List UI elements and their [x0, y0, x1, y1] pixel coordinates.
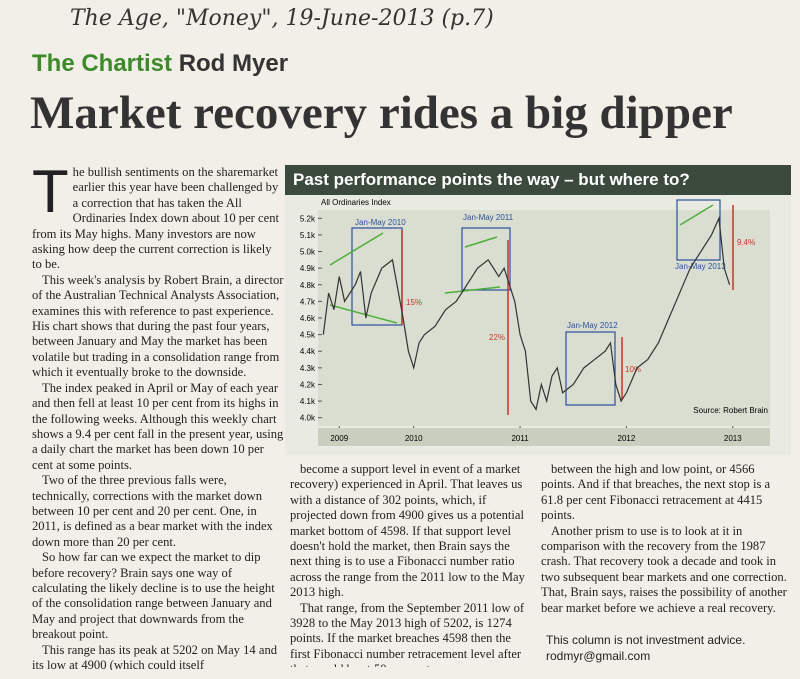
kicker: The Chartist Rod Myer [32, 50, 288, 78]
x-tick-label: 2009 [330, 434, 348, 443]
disclaimer: This column is not investment advice. [546, 633, 746, 647]
annotation: Jan-May 2010 [355, 218, 406, 227]
trend-line [329, 232, 384, 266]
trend-line [464, 236, 498, 248]
annotation: 22% [489, 333, 505, 342]
y-tick-label: 4.1k [300, 397, 316, 406]
paragraph: This week's analysis by Robert Brain, a … [32, 272, 284, 380]
y-tick-label: 4.5k [300, 331, 316, 340]
headline: Market recovery rides a big dipper [30, 87, 733, 139]
section: The Chartist [32, 50, 173, 77]
paragraph: So how far can we expect the market to d… [32, 550, 275, 642]
x-tick-label: 2011 [511, 434, 529, 443]
annotation: Jan-May 2012 [567, 321, 618, 330]
chart-title-bar [285, 165, 791, 195]
x-tick-label: 2010 [405, 434, 423, 443]
annotation: Jan-May 2011 [463, 213, 514, 222]
column: become a support level in event of a mar… [290, 462, 530, 667]
footer: This column is not investment advice. ro… [546, 632, 745, 664]
annotation: 9.4% [737, 238, 755, 247]
trend-line [444, 286, 501, 294]
range-box [461, 227, 511, 291]
y-tick-label: 4.4k [300, 347, 316, 356]
annotation: Jan-May 2013 [675, 262, 726, 271]
y-tick-label: 4.0k [300, 414, 316, 423]
y-axis-label: All Ordinaries Index [321, 198, 391, 207]
y-tick-label: 5.2k [300, 214, 316, 223]
annotation: 15% [406, 298, 422, 307]
chart: Past performance points the way – but wh… [285, 165, 791, 455]
column: The bullish sentiments on the sharemarke… [32, 165, 284, 670]
y-tick-label: 4.2k [300, 380, 316, 389]
trend-line [679, 204, 714, 226]
column: between the high and low point, or 4566 … [541, 462, 791, 627]
author: Rod Myer [178, 50, 289, 77]
paragraph: become a support level in event of a mar… [290, 462, 525, 600]
handwritten-note: The Age, "Money", 19-June-2013 (p.7) [70, 6, 494, 31]
paragraph: That range, from the September 2011 low … [290, 600, 525, 667]
y-tick-label: 4.3k [300, 364, 316, 373]
x-tick-label: 2012 [618, 434, 636, 443]
x-axis-strip [318, 428, 770, 446]
x-tick-label: 2013 [724, 434, 742, 443]
source: Source: Robert Brain [693, 406, 768, 415]
paragraph: Another prism to use is to look at it in… [541, 523, 787, 615]
y-tick-label: 5.1k [300, 231, 316, 240]
trend-lines [329, 204, 714, 324]
y-tick-label: 5.0k [300, 248, 316, 257]
paragraph: Two of the three previous falls were, te… [32, 473, 273, 549]
y-tick-label: 4.8k [300, 281, 316, 290]
annotation: 10% [625, 365, 641, 374]
paragraph: between the high and low point, or 4566 … [541, 462, 771, 523]
email: rodmyr@gmail.com [546, 649, 651, 663]
paragraph: The bullish sentiments on the sharemarke… [32, 165, 279, 272]
y-tick-label: 4.7k [300, 297, 316, 306]
index-line [322, 216, 731, 411]
trend-line [329, 304, 398, 324]
paragraph: The index peaked in April or May of each… [32, 380, 284, 472]
plot-area [318, 210, 770, 426]
paragraph: This range has its peak at 5202 on May 1… [32, 642, 278, 670]
range-box [565, 331, 616, 406]
chart-title: Past performance points the way – but wh… [293, 170, 690, 189]
y-tick-label: 4.6k [300, 314, 316, 323]
y-tick-label: 4.9k [300, 264, 316, 273]
